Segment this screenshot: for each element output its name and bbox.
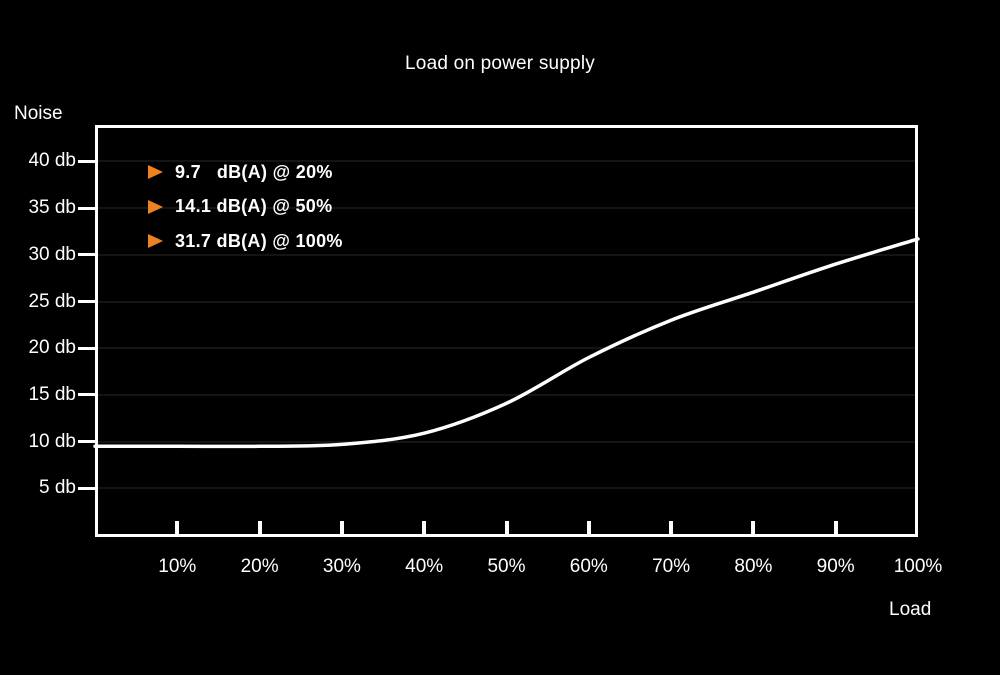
y-tick-mark <box>78 206 97 210</box>
y-axis-label: Noise <box>14 103 63 124</box>
gridline <box>98 347 915 350</box>
y-tick-label: 20 db <box>28 337 76 359</box>
y-tick-label: 25 db <box>28 290 76 312</box>
y-tick-label: 15 db <box>28 383 76 405</box>
x-tick-mark <box>422 521 427 534</box>
x-tick-label: 60% <box>569 556 608 577</box>
x-tick-mark <box>833 521 838 534</box>
x-tick-mark <box>669 521 674 534</box>
y-tick-mark <box>78 486 97 490</box>
x-tick-mark <box>751 521 756 534</box>
y-tick-label: 30 db <box>28 243 76 265</box>
legend: 9.7 dB(A) @ 20% 14.1 dB(A) @ 50% 31.7 dB… <box>148 161 343 265</box>
y-tick-mark <box>78 393 97 397</box>
x-tick-label: 30% <box>322 556 361 577</box>
y-tick-label: 40 db <box>28 150 76 172</box>
gridline <box>98 440 915 443</box>
gridline <box>98 487 915 490</box>
chart-title: Load on power supply <box>405 53 595 74</box>
legend-item-label: 31.7 dB(A) @ 100% <box>175 230 343 251</box>
gridline <box>98 393 915 396</box>
triangle-right-icon <box>148 165 163 179</box>
y-tick-mark <box>78 253 97 257</box>
x-tick-label: 10% <box>158 556 197 577</box>
x-tick-label: 90% <box>816 556 855 577</box>
triangle-right-icon <box>148 199 163 214</box>
legend-item-label: 9.7 dB(A) @ 20% <box>175 161 333 182</box>
y-tick-label: 35 db <box>28 197 76 219</box>
x-tick-mark <box>339 521 344 534</box>
x-tick-mark <box>504 521 509 534</box>
x-tick-mark <box>257 521 262 534</box>
x-tick-mark <box>175 521 180 534</box>
legend-item: 31.7 dB(A) @ 100% <box>148 230 343 252</box>
x-tick-label: 80% <box>734 556 773 577</box>
x-tick-label: 20% <box>240 556 279 577</box>
x-tick-label: 50% <box>487 556 526 577</box>
y-tick-label: 10 db <box>28 430 76 452</box>
y-tick-label: 5 db <box>39 477 76 499</box>
y-tick-mark <box>78 159 97 163</box>
legend-item-label: 14.1 dB(A) @ 50% <box>175 196 333 216</box>
x-axis-label: Load <box>889 599 932 620</box>
y-tick-mark <box>78 300 97 303</box>
legend-item: 9.7 dB(A) @ 20% <box>148 161 343 183</box>
x-tick-label: 100% <box>893 556 943 577</box>
x-tick-label: 70% <box>652 556 691 577</box>
gridline <box>98 160 915 163</box>
y-tick-mark <box>78 440 97 444</box>
x-tick-mark <box>586 521 591 534</box>
y-tick-mark <box>78 346 97 350</box>
legend-item: 14.1 dB(A) @ 50% <box>148 196 343 218</box>
gridline <box>98 207 915 210</box>
x-tick-label: 40% <box>405 556 444 577</box>
gridline <box>98 300 915 303</box>
triangle-right-icon <box>148 234 163 248</box>
